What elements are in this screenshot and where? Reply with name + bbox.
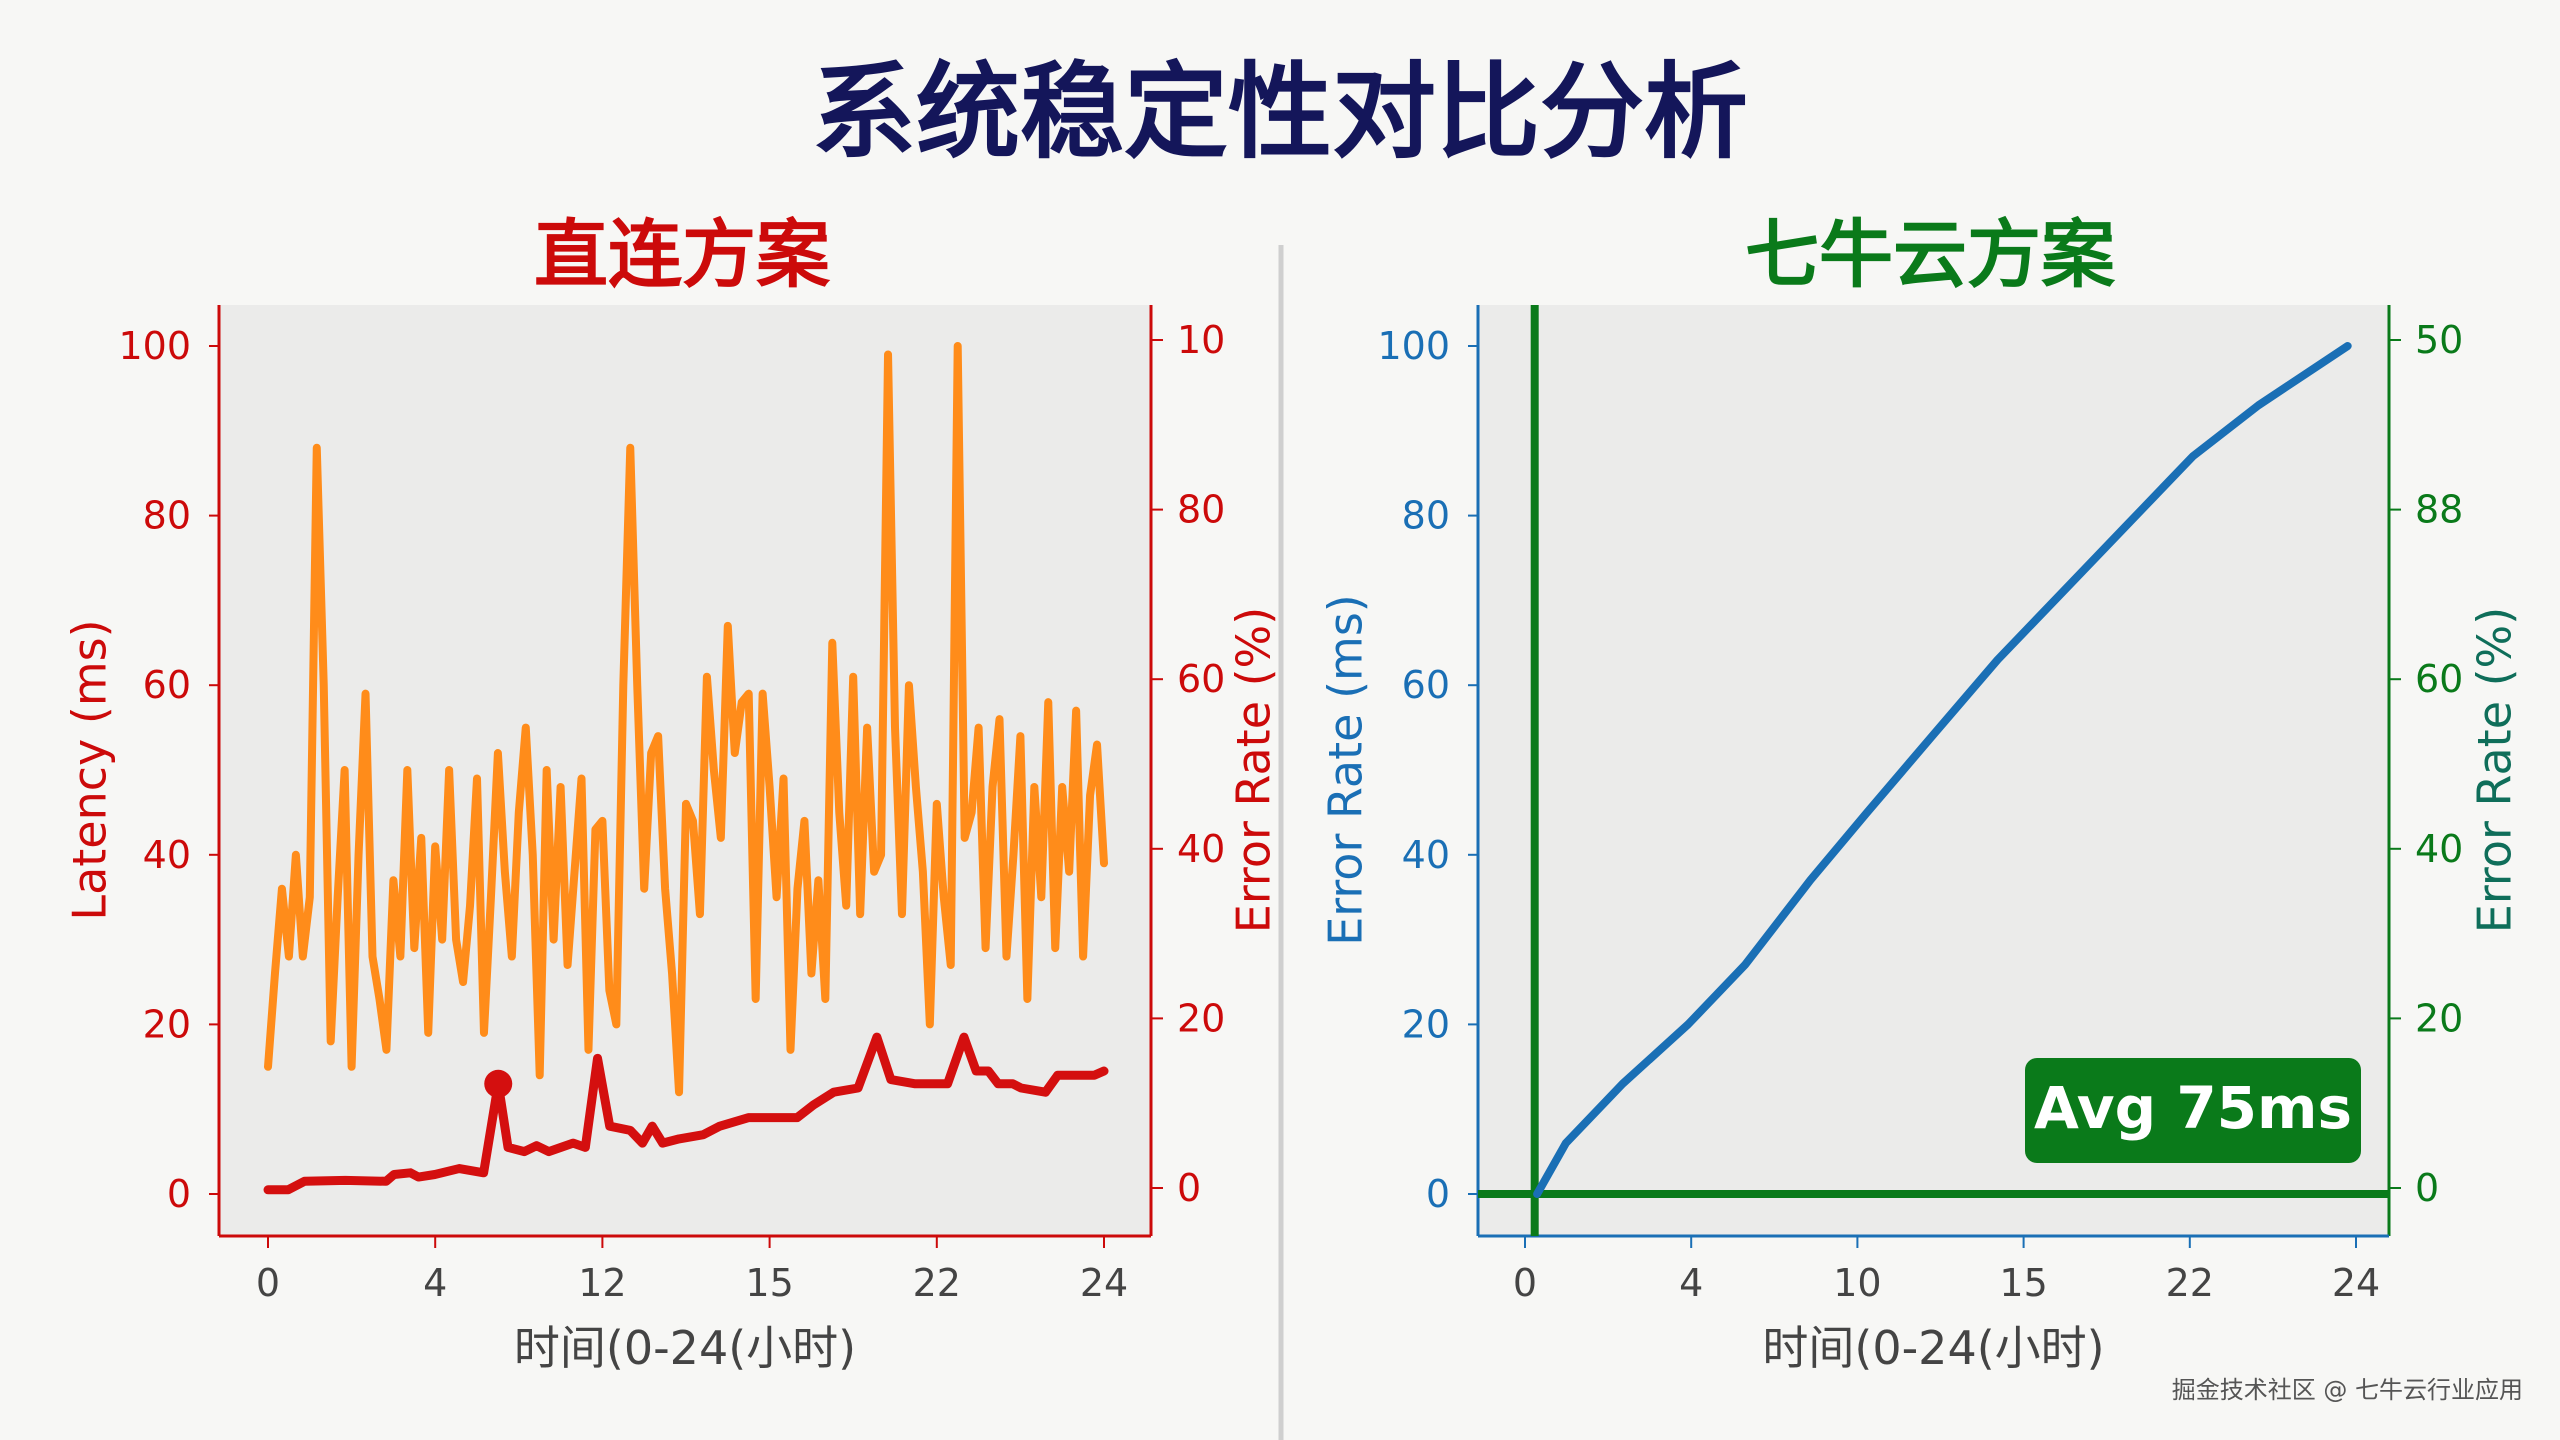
x-tick-label: 15 bbox=[745, 1261, 793, 1305]
y-tick-label: 80 bbox=[1402, 494, 1450, 538]
series-line-error-rate bbox=[263, 1032, 1109, 1195]
x-tick-label: 4 bbox=[1679, 1261, 1703, 1305]
x-axis-label: 时间(0-24(小时) bbox=[1762, 1321, 2104, 1375]
x-tick-label: 22 bbox=[2166, 1261, 2214, 1305]
series-line-latency bbox=[264, 342, 1108, 1097]
y-right-tick-label: 10 bbox=[1177, 318, 1225, 362]
y-tick-label: 40 bbox=[143, 833, 191, 877]
y-tick-label: 20 bbox=[143, 1002, 191, 1046]
y-right-tick-label: 20 bbox=[2415, 996, 2463, 1040]
y-tick-label: 100 bbox=[1377, 324, 1450, 368]
y-tick-label: 0 bbox=[167, 1172, 191, 1216]
x-axis-label: 时间(0-24(小时) bbox=[514, 1321, 856, 1375]
y-tick-label: 20 bbox=[1402, 1002, 1450, 1046]
y-tick-label: 80 bbox=[143, 494, 191, 538]
x-tick-label: 22 bbox=[913, 1261, 961, 1305]
y-right-tick-label: 50 bbox=[2415, 318, 2463, 362]
y-right-tick-label: 88 bbox=[2415, 488, 2463, 532]
x-tick-label: 0 bbox=[256, 1261, 280, 1305]
y-axis-label: Error Rate (ms) bbox=[1319, 594, 1373, 946]
y-tick-label: 40 bbox=[1402, 833, 1450, 877]
avg-badge-label: Avg 75ms bbox=[2034, 1074, 2352, 1142]
y-axis-label: Latency (ms) bbox=[63, 619, 117, 920]
y-right-tick-label: 40 bbox=[1177, 827, 1225, 871]
panel-title: 直连方案 bbox=[534, 212, 831, 298]
y-right-axis-label: Error Rate (%) bbox=[1227, 607, 1281, 933]
y-right-tick-label: 60 bbox=[2415, 657, 2463, 701]
panel-title: 七牛云方案 bbox=[1745, 212, 2116, 298]
y-right-tick-label: 40 bbox=[2415, 827, 2463, 871]
y-tick-label: 0 bbox=[1426, 1172, 1450, 1216]
x-tick-label: 24 bbox=[2332, 1261, 2380, 1305]
y-tick-label: 60 bbox=[143, 663, 191, 707]
avg-badge-bg bbox=[2025, 1058, 2361, 1163]
x-tick-label: 4 bbox=[423, 1261, 447, 1305]
peak-marker bbox=[484, 1069, 513, 1098]
y-right-tick-label: 60 bbox=[1177, 657, 1225, 701]
x-tick-label: 0 bbox=[1513, 1261, 1537, 1305]
x-tick-label: 12 bbox=[578, 1261, 626, 1305]
x-tick-label: 15 bbox=[1999, 1261, 2047, 1305]
series-line-latency bbox=[1533, 342, 2352, 1198]
y-right-tick-label: 0 bbox=[1177, 1166, 1201, 1210]
y-right-tick-label: 80 bbox=[1177, 488, 1225, 532]
qiniu-panel: 七牛云方案 0 20 40 60 80 100 0 20 40 60 88 50 0 4 10 15 22 24 时间… bbox=[1319, 212, 2522, 1375]
y-right-tick-label: 20 bbox=[1177, 996, 1225, 1040]
y-tick-label: 60 bbox=[1402, 663, 1450, 707]
avg-badge: Avg 75ms bbox=[2025, 1058, 2361, 1163]
x-tick-label: 10 bbox=[1833, 1261, 1881, 1305]
y-right-axis-label: Error Rate (%) bbox=[2468, 607, 2522, 933]
watermark: 掘金技术社区 @ 七牛云行业应用 bbox=[2172, 1376, 2523, 1404]
figure-title: 系统稳定性对比分析 bbox=[812, 51, 1748, 173]
y-tick-label: 100 bbox=[118, 324, 191, 368]
x-tick-label: 24 bbox=[1080, 1261, 1128, 1305]
y-right-tick-label: 0 bbox=[2415, 1166, 2439, 1210]
